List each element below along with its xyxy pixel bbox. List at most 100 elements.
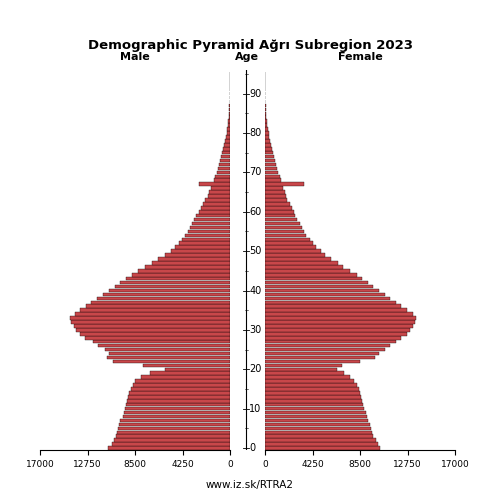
Bar — [92, 340, 230, 344]
Bar — [203, 202, 230, 205]
Bar — [265, 426, 371, 430]
Bar — [265, 356, 374, 359]
Text: Demographic Pyramid Ağrı Subregion 2023: Demographic Pyramid Ağrı Subregion 2023 — [88, 40, 412, 52]
Text: 40: 40 — [249, 286, 262, 296]
Bar — [228, 124, 230, 127]
Bar — [265, 304, 402, 308]
Bar — [265, 281, 368, 284]
Bar — [229, 108, 230, 111]
Bar — [127, 399, 230, 402]
Bar — [102, 292, 230, 296]
Bar — [209, 190, 230, 194]
Bar — [265, 328, 410, 332]
Bar — [227, 128, 230, 131]
Bar — [86, 304, 230, 308]
Bar — [265, 372, 344, 375]
Bar — [117, 430, 230, 434]
Bar — [126, 403, 230, 406]
Bar — [218, 166, 230, 170]
Bar — [226, 135, 230, 138]
Bar — [265, 226, 302, 230]
Bar — [112, 360, 230, 363]
Bar — [138, 269, 230, 272]
Bar — [120, 281, 230, 284]
Bar — [265, 308, 407, 312]
Text: Male: Male — [120, 52, 150, 62]
Bar — [265, 387, 359, 390]
Bar — [265, 174, 280, 178]
Bar — [265, 380, 354, 383]
Bar — [265, 285, 374, 288]
Bar — [265, 234, 306, 237]
Bar — [265, 112, 266, 115]
Bar — [265, 336, 402, 340]
Bar — [265, 162, 276, 166]
Bar — [265, 376, 350, 379]
Bar — [265, 143, 271, 146]
Text: 30: 30 — [249, 325, 262, 335]
Bar — [265, 166, 278, 170]
Bar — [265, 434, 374, 438]
Bar — [112, 442, 230, 446]
Bar — [201, 206, 230, 210]
Bar — [265, 108, 266, 111]
Bar — [265, 288, 379, 292]
Bar — [150, 372, 230, 375]
Bar — [220, 159, 230, 162]
Bar — [265, 116, 266, 119]
Bar — [265, 352, 379, 356]
Bar — [265, 194, 286, 198]
Bar — [265, 178, 280, 182]
Bar — [98, 344, 230, 348]
Bar — [216, 170, 230, 174]
Bar — [265, 206, 292, 210]
Bar — [265, 214, 295, 218]
Bar — [265, 210, 294, 214]
Bar — [171, 250, 230, 253]
Bar — [265, 411, 366, 414]
Bar — [120, 422, 230, 426]
Bar — [208, 194, 230, 198]
Bar — [165, 254, 230, 257]
Bar — [265, 269, 350, 272]
Bar — [130, 387, 230, 390]
Bar — [265, 230, 304, 233]
Bar — [265, 296, 390, 300]
Bar — [265, 246, 316, 249]
Bar — [223, 147, 230, 150]
Bar — [110, 352, 230, 356]
Bar — [265, 151, 273, 154]
Bar — [124, 411, 230, 414]
Bar — [219, 162, 230, 166]
Bar — [221, 155, 230, 158]
Text: 50: 50 — [249, 246, 262, 256]
Bar — [265, 242, 313, 245]
Bar — [265, 415, 366, 418]
Bar — [226, 131, 230, 135]
Bar — [265, 186, 283, 190]
Bar — [265, 128, 268, 131]
Bar — [265, 332, 407, 336]
Bar — [133, 384, 230, 387]
Bar — [74, 324, 230, 328]
Text: 70: 70 — [249, 168, 262, 177]
Bar — [265, 422, 370, 426]
Bar — [182, 238, 230, 241]
Bar — [224, 143, 230, 146]
Bar — [265, 438, 376, 442]
Bar — [265, 324, 412, 328]
Bar — [265, 159, 275, 162]
Bar — [265, 312, 412, 316]
Text: 0: 0 — [249, 443, 255, 453]
Bar — [92, 300, 230, 304]
Bar — [114, 438, 230, 442]
Bar — [196, 214, 230, 218]
Bar — [265, 147, 272, 150]
Bar — [265, 395, 361, 398]
Text: 20: 20 — [249, 364, 262, 374]
Bar — [265, 198, 287, 202]
Bar — [84, 336, 230, 340]
Bar — [265, 292, 384, 296]
Text: 60: 60 — [249, 207, 262, 217]
Bar — [214, 178, 230, 182]
